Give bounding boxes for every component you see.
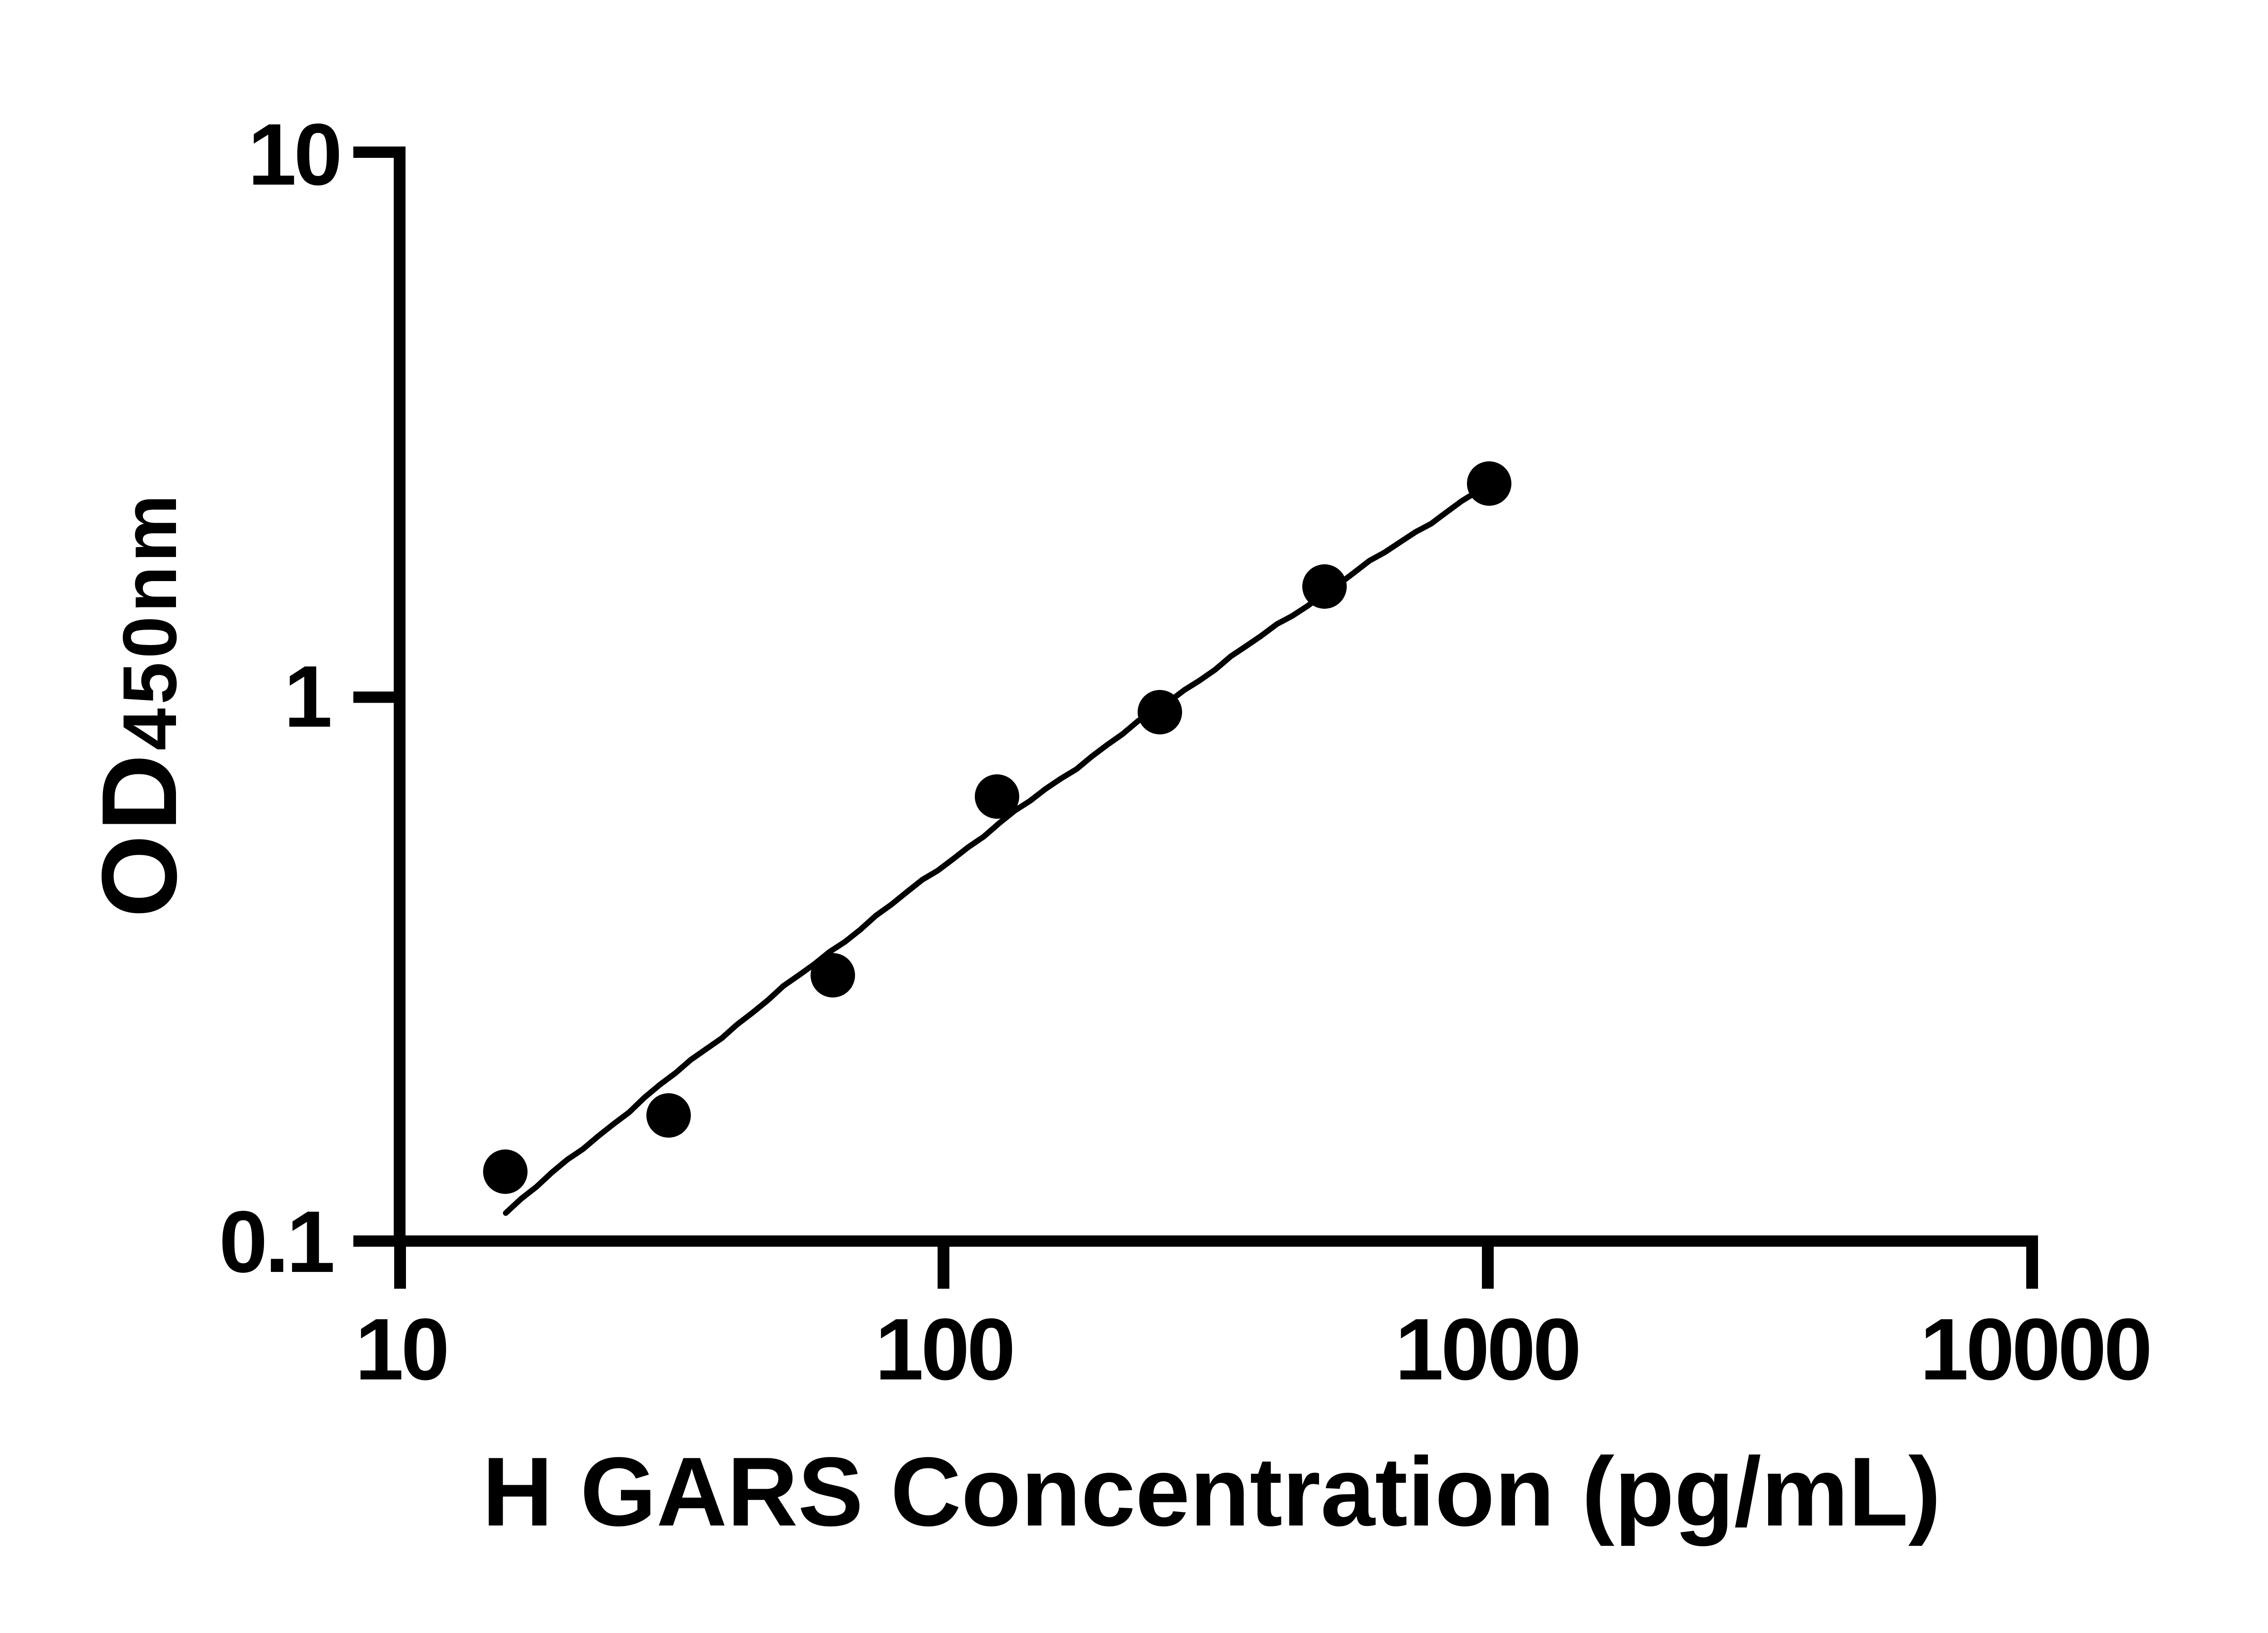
svg-text:0.1: 0.1 xyxy=(219,1193,333,1291)
svg-text:1000: 1000 xyxy=(1395,1300,1579,1398)
svg-text:10: 10 xyxy=(355,1300,447,1398)
svg-text:OD450nm: OD450nm xyxy=(79,491,199,918)
svg-text:H GARS Concentration (pg/mL): H GARS Concentration (pg/mL) xyxy=(482,1437,1941,1546)
svg-text:1: 1 xyxy=(284,647,330,745)
svg-text:10000: 10000 xyxy=(1920,1300,2150,1398)
svg-text:10: 10 xyxy=(248,105,340,203)
svg-text:100: 100 xyxy=(875,1300,1013,1398)
